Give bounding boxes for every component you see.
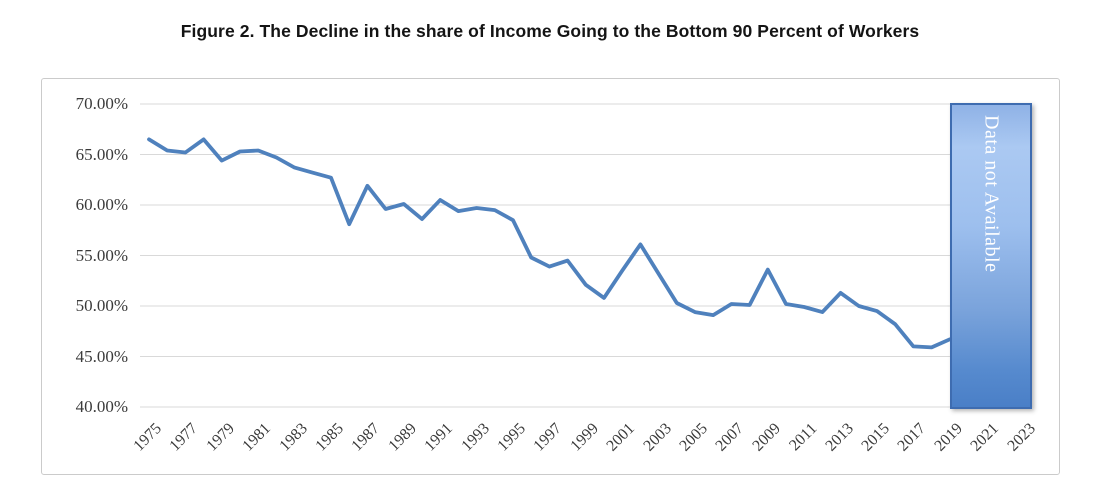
y-tick-label: 50.00% bbox=[75, 296, 128, 315]
y-tick-label: 65.00% bbox=[75, 144, 128, 164]
chart-frame: 70.00% 65.00% 60.00% 55.00% 50.00% 45.00% 40.0… bbox=[41, 78, 1060, 475]
figure-title: Figure 2. The Decline in the share of In… bbox=[180, 21, 920, 41]
y-tick-label: 70.00% bbox=[75, 94, 128, 113]
y-tick-label: 40.00% bbox=[75, 397, 128, 416]
data-not-available-label: Data not Available bbox=[980, 115, 1003, 273]
line-chart bbox=[140, 103, 1032, 408]
y-tick-label: 45.00% bbox=[75, 346, 128, 366]
data-not-available-box: Data not Available bbox=[950, 103, 1032, 409]
y-tick-label: 55.00% bbox=[75, 245, 128, 265]
y-tick-label: 60.00% bbox=[75, 195, 128, 214]
